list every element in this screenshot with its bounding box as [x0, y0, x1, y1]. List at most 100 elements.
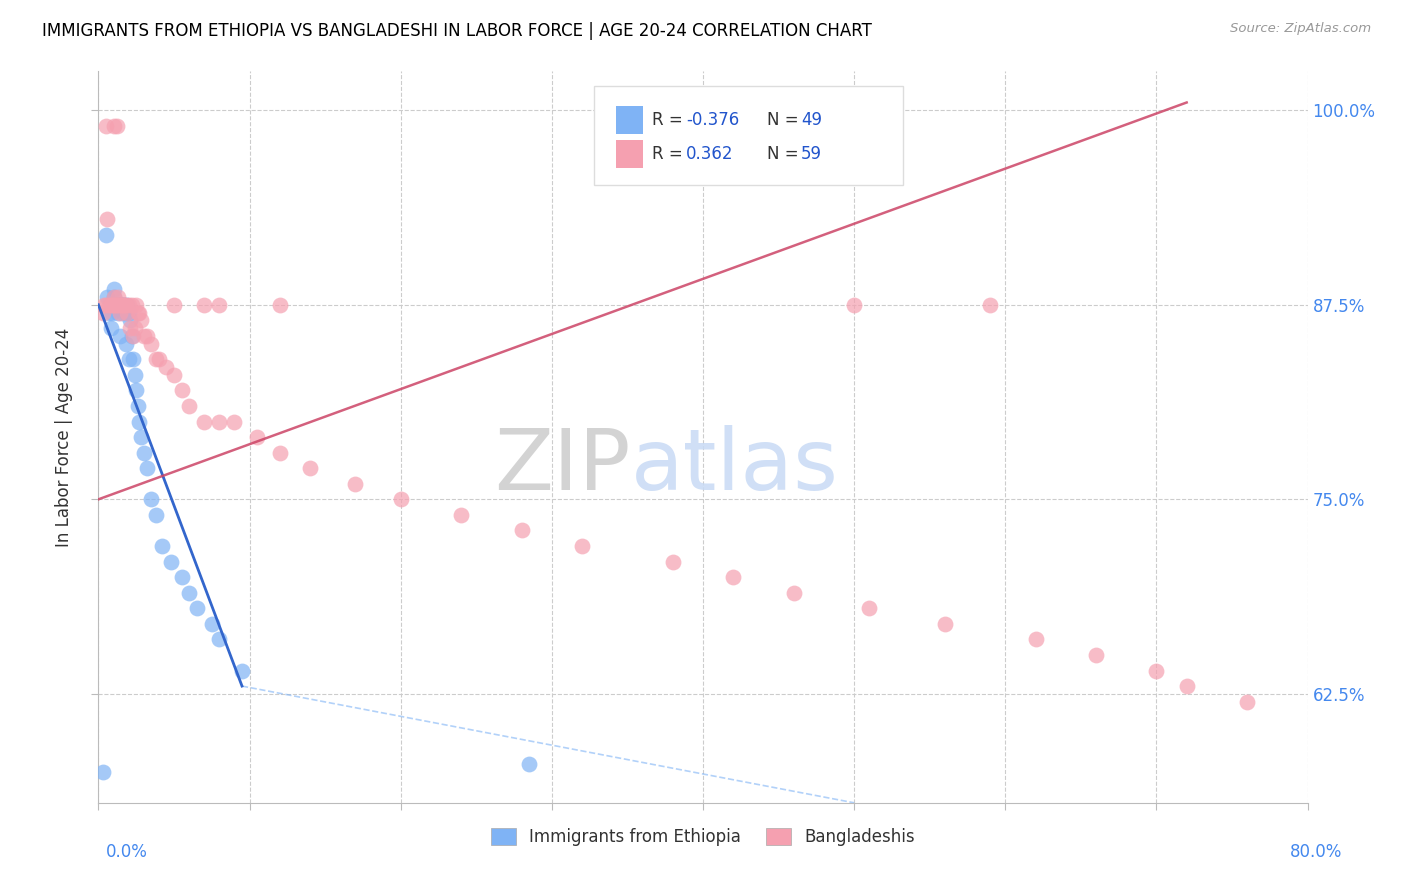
Point	[208, 632, 231, 647]
Point	[103, 282, 125, 296]
Point	[120, 321, 142, 335]
Point	[208, 298, 231, 312]
Point	[201, 616, 224, 631]
Point	[128, 415, 150, 429]
Point	[114, 336, 136, 351]
Point	[1085, 648, 1108, 662]
Text: -0.376: -0.376	[686, 111, 740, 128]
Point	[163, 298, 186, 312]
Y-axis label: In Labor Force | Age 20-24: In Labor Force | Age 20-24	[55, 327, 73, 547]
Point	[141, 492, 163, 507]
Point	[96, 212, 118, 227]
Point	[104, 298, 127, 312]
Point	[105, 298, 128, 312]
Point	[94, 298, 117, 312]
Point	[114, 298, 136, 312]
Point	[103, 290, 125, 304]
Point	[170, 570, 193, 584]
Point	[186, 601, 208, 615]
Point	[107, 290, 129, 304]
Point	[105, 298, 128, 312]
Point	[132, 445, 155, 459]
Point	[163, 368, 186, 382]
Point	[231, 664, 253, 678]
Point	[344, 476, 367, 491]
Point	[118, 352, 141, 367]
Point	[93, 298, 115, 312]
Point	[112, 298, 135, 312]
Point	[145, 508, 167, 522]
Point	[111, 305, 134, 319]
Point	[389, 492, 412, 507]
Point	[107, 298, 129, 312]
Text: atlas: atlas	[630, 425, 838, 508]
Point	[450, 508, 472, 522]
Text: 59: 59	[801, 145, 823, 163]
Point	[115, 305, 138, 319]
Point	[118, 305, 141, 319]
Point	[121, 298, 143, 312]
Text: 0.362: 0.362	[686, 145, 734, 163]
Point	[110, 298, 132, 312]
Legend: Immigrants from Ethiopia, Bangladeshis: Immigrants from Ethiopia, Bangladeshis	[484, 822, 922, 853]
Text: IMMIGRANTS FROM ETHIOPIA VS BANGLADESHI IN LABOR FORCE | AGE 20-24 CORRELATION C: IMMIGRANTS FROM ETHIOPIA VS BANGLADESHI …	[42, 22, 872, 40]
Point	[100, 321, 122, 335]
Point	[783, 585, 806, 599]
Point	[111, 298, 134, 312]
Point	[112, 298, 135, 312]
Point	[104, 298, 127, 312]
Point	[129, 313, 152, 327]
Point	[127, 399, 149, 413]
Point	[1236, 695, 1258, 709]
Point	[91, 764, 114, 779]
Point	[103, 119, 125, 133]
Point	[844, 298, 866, 312]
Point	[517, 756, 540, 771]
Point	[104, 298, 127, 312]
Point	[94, 227, 117, 242]
FancyBboxPatch shape	[616, 140, 643, 168]
Point	[299, 461, 322, 475]
FancyBboxPatch shape	[616, 106, 643, 134]
Point	[121, 329, 143, 343]
Point	[148, 352, 170, 367]
Text: Source: ZipAtlas.com: Source: ZipAtlas.com	[1230, 22, 1371, 36]
Point	[114, 305, 136, 319]
Point	[193, 298, 215, 312]
Point	[96, 290, 118, 304]
Point	[105, 119, 128, 133]
Point	[224, 415, 246, 429]
Point	[108, 329, 131, 343]
Point	[100, 298, 122, 312]
Point	[103, 290, 125, 304]
Point	[127, 305, 149, 319]
Point	[132, 329, 155, 343]
Point	[723, 570, 745, 584]
Point	[120, 313, 142, 327]
Point	[124, 368, 146, 382]
Point	[101, 298, 124, 312]
Point	[141, 336, 163, 351]
Point	[122, 352, 145, 367]
Point	[110, 298, 132, 312]
Point	[155, 359, 177, 374]
Point	[510, 524, 533, 538]
Text: 0.0%: 0.0%	[105, 843, 148, 861]
Point	[107, 298, 129, 312]
Point	[125, 384, 148, 398]
Point	[108, 298, 131, 312]
Point	[101, 305, 124, 319]
Point	[979, 298, 1001, 312]
Point	[135, 329, 157, 343]
Point	[858, 601, 880, 615]
Text: R =: R =	[652, 111, 688, 128]
Text: N =: N =	[768, 145, 804, 163]
Point	[110, 298, 132, 312]
Point	[98, 298, 121, 312]
Text: R =: R =	[652, 145, 693, 163]
Point	[107, 305, 129, 319]
Point	[111, 298, 134, 312]
Point	[110, 298, 132, 312]
Point	[115, 298, 138, 312]
Point	[246, 430, 269, 444]
